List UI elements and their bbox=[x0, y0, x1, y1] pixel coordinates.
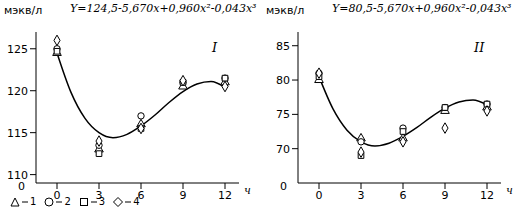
svg-text:12: 12 bbox=[480, 189, 494, 202]
svg-text:115: 115 bbox=[8, 127, 28, 140]
html-text:1: 1 bbox=[30, 196, 37, 207]
html-text:II: II bbox=[474, 40, 485, 55]
svg-text:125: 125 bbox=[8, 43, 28, 56]
html-text:мэкв/л: мэкв/л bbox=[4, 4, 43, 17]
html-text:0: 0 bbox=[18, 180, 25, 193]
html-text:ч: ч bbox=[244, 184, 251, 197]
svg-text:6: 6 bbox=[137, 188, 145, 202]
html-text:2: 2 bbox=[64, 196, 71, 207]
svg-text:3: 3 bbox=[358, 189, 365, 202]
html-text:Y=80,5-5,670x+0,960x²-0,043x³: Y=80,5-5,670x+0,960x²-0,043x³ bbox=[332, 2, 512, 15]
html-text:4: 4 bbox=[133, 196, 140, 207]
svg-text:85: 85 bbox=[276, 40, 290, 53]
svg-text:80: 80 bbox=[276, 74, 290, 87]
svg-text:12: 12 bbox=[218, 189, 232, 202]
html-text:мэкв/л: мэкв/л bbox=[266, 4, 305, 17]
svg-text:9: 9 bbox=[442, 189, 449, 202]
html-text:0: 0 bbox=[280, 180, 287, 193]
svg-text:3: 3 bbox=[95, 188, 103, 202]
html-text:Y=124,5-5,670x+0,960x²-0,043x³: Y=124,5-5,670x+0,960x²-0,043x³ bbox=[70, 2, 257, 15]
svg-text:0: 0 bbox=[316, 189, 323, 202]
svg-text:70: 70 bbox=[276, 143, 290, 156]
svg-text:120: 120 bbox=[8, 85, 28, 98]
svg-text:0: 0 bbox=[54, 189, 61, 202]
html-text:ч: ч bbox=[506, 184, 513, 197]
svg-text:75: 75 bbox=[276, 108, 290, 121]
html-text:I: I bbox=[212, 40, 218, 55]
svg-text:110: 110 bbox=[8, 169, 28, 182]
svg-text:9: 9 bbox=[180, 189, 187, 202]
svg-text:6: 6 bbox=[400, 189, 407, 202]
